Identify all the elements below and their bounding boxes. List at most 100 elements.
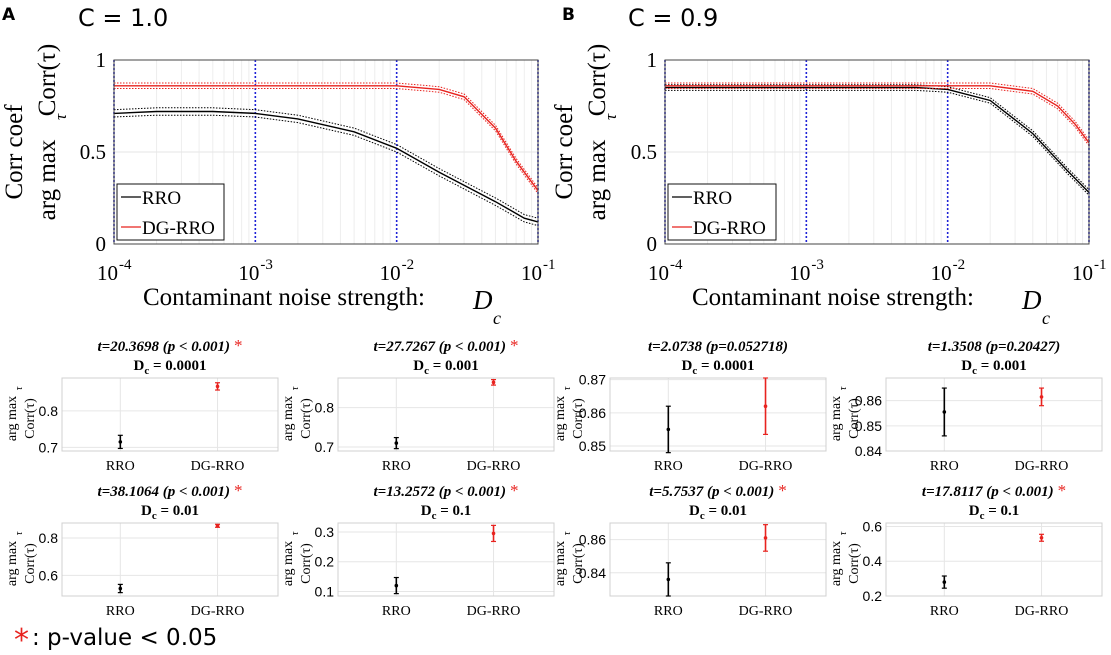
y-label-main: Corr coef [551,104,578,200]
x-tick-exponent: -3 [260,257,273,273]
y-label-corr: Corr(τ) [847,543,862,584]
y-label-tau: τ [14,531,25,535]
significance-star: * [1058,481,1067,500]
comparison-plot-a2: t=27.7267 (p < 0.001) * Dc = 0.001 arg max τ… [281,336,555,474]
t-stat-title: t=13.2572 (p < 0.001) * [373,481,518,500]
legend-box [116,183,225,241]
condition-label-b: C = 0.9 [628,4,718,32]
t-stat-title: t=5.7537 (p < 0.001) * [649,481,787,500]
y-tick-label: 0.6 [39,567,59,583]
mean-point-rro [118,586,123,591]
significance-star: * [234,336,243,355]
series-line-dgrro [665,85,1090,144]
x-category-label: RRO [382,459,411,474]
y-tick-label: 0.8 [39,530,59,546]
comparison-plot-b2: t=1.3508 (p=0.20427) Dc = 0.001 arg max τ Co… [829,339,1103,474]
mean-point-rro [942,410,947,414]
y-tick-label: 0.87 [579,372,606,388]
x-tick-exponent: -3 [811,257,824,273]
y-label-argmax: arg max [829,396,844,441]
mean-point-dgrro [1039,395,1044,399]
legend-box [667,183,777,241]
y-tick-label: 0.1 [315,584,335,600]
y-label-argmax: arg max [281,396,296,441]
x-tick-exponent: -1 [543,257,556,273]
x-axis-label-b: Contaminant noise strength: D c [692,284,1050,328]
axes-frame [609,377,827,452]
axes-frame [885,377,1103,452]
y-label-corr: Corr(τ) [571,543,586,584]
x-label-text: Contaminant noise strength: [692,284,974,311]
t-stat-title: t=1.3508 (p=0.20427) [928,339,1061,355]
x-tick-exponent: -4 [119,257,132,273]
y-tick-label: 0.85 [579,438,606,454]
y-tick-label: 0.7 [39,439,59,455]
x-tick-label: 10 [1072,261,1093,285]
comparison-plot-b3: t=5.7537 (p < 0.001) * Dc = 0.01 arg max τ Co… [553,481,827,619]
mean-point-rro [394,441,399,445]
x-tick-label: 10 [97,261,118,285]
series-band-rro [665,89,1090,196]
t-stat-title: t=17.8117 (p < 0.001) * [922,481,1066,500]
axes-frame [337,522,555,597]
x-label-sub: c [493,308,501,328]
mean-point-rro [942,580,947,584]
dc-value-label: Dc = 0.01 [689,503,747,522]
panel-letter-a: A [2,5,16,25]
x-category-label: RRO [382,604,411,619]
y-label-argmax: arg max [34,139,61,220]
mean-point-rro [118,440,123,444]
dc-value-label: Dc = 0.001 [413,358,479,377]
x-category-label: RRO [106,459,135,474]
dc-value-label: Dc = 0.01 [141,503,199,522]
x-category-label: RRO [106,604,135,619]
x-category-label: DG-RRO [191,604,245,619]
series-band-rro [665,84,1090,191]
axes-frame [885,522,1103,597]
mean-point-rro [666,577,671,582]
y-tick-label: 0 [96,232,107,256]
dc-value-label: Dc = 0.0001 [133,358,206,377]
y-tick-label: 0.8 [315,400,335,416]
y-tick-label: 0.3 [315,524,335,540]
series-band-rro [113,107,539,219]
series-line-dgrro [114,85,539,192]
x-tick-label: 10 [648,261,669,285]
t-stat-title: t=38.1064 (p < 0.001) * [97,481,242,500]
condition-label-a: C = 1.0 [78,4,168,32]
series-line-rro [665,86,1090,193]
x-tick-label: 10 [931,261,952,285]
significance-star: * [778,481,787,500]
y-tick-label: 0.86 [579,532,606,548]
x-category-label: RRO [930,459,959,474]
series-band-rro [113,114,539,227]
mean-point-rro [666,427,671,432]
y-tick-label: 0.7 [315,439,335,455]
y-label-argmax: arg max [5,396,20,441]
comparison-plot-a4: t=13.2572 (p < 0.001) * Dc = 0.1 arg max τ Co… [281,481,555,619]
series-band-dgrro [665,82,1090,141]
y-label-tau: τ [290,386,301,390]
mean-point-dgrro [491,380,496,385]
x-tick-exponent: -2 [953,257,966,273]
y-label-tau: τ [290,531,301,535]
dc-value-label: Dc = 0.0001 [681,358,754,377]
series-band-dgrro [114,88,539,194]
axes-frame-b [664,59,1090,245]
axes-frame [61,522,279,597]
comparison-plot-a3: t=38.1064 (p < 0.001) * Dc = 0.01 arg max τ C… [5,481,279,619]
axes-frame [337,377,555,452]
x-tick-label: 10 [238,261,259,285]
axes-frame-a [113,59,539,245]
mean-point-dgrro [763,536,768,540]
x-tick-label: 10 [521,261,542,285]
legend-b: RRO DG-RRO [667,183,777,241]
x-category-label: RRO [654,604,683,619]
y-label-argmax: arg max [553,541,568,586]
mean-point-dgrro [1039,535,1044,540]
x-axis-label-a: Contaminant noise strength: D c [143,284,501,328]
y-tick-label: 0.85 [855,418,882,434]
x-tick-exponent: -2 [402,257,415,273]
y-label-corr: Corr(τ) [299,543,314,584]
